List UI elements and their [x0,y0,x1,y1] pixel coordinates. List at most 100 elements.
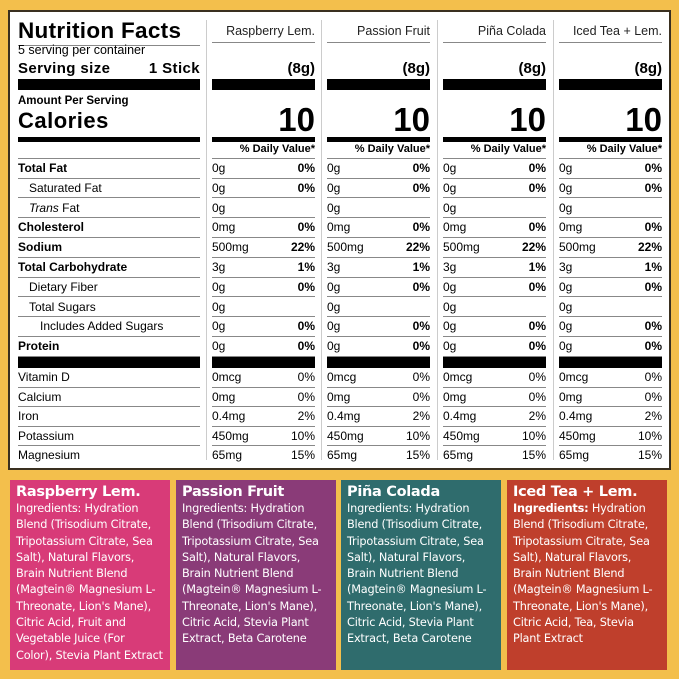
thick-bar [327,357,430,368]
percent-dv: 0% [644,389,662,404]
vitamin-value-row: 0mg 0% [559,388,662,408]
nutrient-value-row: 0g 0% [327,159,430,179]
amount: 0g [559,161,573,175]
serving-size-label: Serving size [18,60,111,77]
amount: 0g [327,161,341,175]
nutrient-row: Total Sugars [18,298,200,318]
amount: 0.4mg [327,409,361,424]
nutrient-value-row: 0g 0% [443,317,546,337]
percent-dv: 0% [644,161,662,175]
label-column: Nutrition Facts 5 serving per container … [18,12,200,468]
amount: 0mcg [327,370,357,384]
amount: 65mg [327,448,358,463]
amount: 0g [327,180,341,195]
vitamin-row: Potassium [18,427,200,447]
percent-dv: 2% [412,409,430,424]
amount: 0mg [443,389,467,404]
vitamin-row: Calcium [18,388,200,408]
percent-dv: 0% [644,370,662,384]
ingredients-text: Ingredients: Hydration Blend (Trisodium … [347,501,495,648]
ingredients-list: Hydration Blend (Trisodium Citrate, Trip… [347,502,487,646]
amount: 0g [212,200,226,215]
ingredients-flavor-title: Raspberry Lem. [16,484,141,500]
nutrient-row: Sodium [18,238,200,258]
amount: 0g [212,339,226,354]
percent-dv: 0% [297,180,315,195]
daily-value-header: % Daily Value* [586,143,662,155]
vitamin-value-row: 0mg 0% [443,388,546,408]
thick-bar [443,357,546,368]
nutrient-value-row: 0g 0% [559,159,662,179]
ingredients-list: Hydration Blend (Trisodium Citrate, Trip… [513,502,653,646]
amount: 3g [559,260,573,274]
percent-dv: 0% [297,370,315,384]
ingredients-list: Hydration Blend (Trisodium Citrate, Trip… [16,502,163,662]
ingredients-box: Piña Colada Ingredients: Hydration Blend … [341,480,501,670]
percent-dv: 0% [644,180,662,195]
amount: 0mcg [443,370,473,384]
amount: 0.4mg [443,409,477,424]
nutrient-value-row: 0g 0% [443,179,546,199]
amount: 0mg [327,389,351,404]
amount: 0g [212,299,226,314]
amount: 0g [327,339,341,354]
percent-dv: 0% [412,220,430,235]
amount: 0.4mg [559,409,593,424]
vitamin-value-row: 0.4mg 2% [559,407,662,427]
amount: 0mg [443,220,467,235]
vitamin-label: Vitamin D [18,370,70,384]
nutrient-value-row: 0g 0% [212,179,315,199]
percent-dv: 15% [405,448,430,463]
thick-bar [559,357,662,368]
amount: 65mg [559,448,590,463]
daily-value-header: % Daily Value* [470,143,546,155]
nutrient-value-row: 0g 0% [559,337,662,357]
nutrient-row: Dietary Fiber [18,278,200,298]
amount: 0g [443,180,457,195]
flavor-name: Passion Fruit [357,24,430,38]
amount: 0g [212,161,226,175]
nutrient-label-text: Fat [62,200,80,215]
amount: 0g [559,279,573,294]
percent-dv: 15% [521,448,546,463]
serving-size-value: 1 Stick [148,60,200,77]
nutrient-value-row: 0g [212,199,315,219]
vitamin-label: Calcium [18,389,62,404]
amount: 450mg [559,428,596,443]
vitamin-value-row: 450mg 10% [443,427,546,447]
flavor-name: Raspberry Lem. [226,24,315,38]
divider [443,42,546,43]
thick-bar [443,137,546,142]
nutrient-label: Total Sugars [29,298,96,318]
percent-dv: 10% [405,428,430,443]
percent-dv: 0% [412,279,430,294]
nutrient-label-text: Protein [18,339,60,354]
ingredients-text: Ingredients: Hydration Blend (Trisodium … [182,501,330,648]
vitamin-row: Iron [18,407,200,427]
ingredients-box: Iced Tea + Lem. Ingredients: Hydration Bl… [507,480,667,670]
nutrient-value-row: 500mg 22% [212,238,315,258]
vitamin-label: Magnesium [18,448,81,463]
nutrient-value-row: 0g 0% [559,179,662,199]
nutrient-label-text: Total Sugars [29,299,96,314]
percent-dv: 1% [528,260,546,274]
daily-value-header: % Daily Value* [354,143,430,155]
divider [327,158,430,159]
nutrition-facts-panel: Nutrition Facts 5 serving per container … [8,10,671,470]
amount: 0g [212,180,226,195]
nutrient-value-row: 0g [443,199,546,219]
nutrient-value-row: 3g 1% [559,258,662,278]
column-divider [437,20,438,460]
amount: 500mg [559,240,596,255]
percent-dv: 0% [528,389,546,404]
nutrient-label-text: Cholesterol [18,220,85,235]
percent-dv: 22% [405,240,430,255]
amount: 500mg [327,240,364,255]
nutrient-value-row: 0mg 0% [212,218,315,238]
thick-bar [327,137,430,142]
amount: 0g [327,200,341,215]
nutrient-label: Protein [18,337,59,357]
amount: 0g [443,279,457,294]
percent-dv: 0% [528,279,546,294]
calories-value: 10 [625,101,662,138]
